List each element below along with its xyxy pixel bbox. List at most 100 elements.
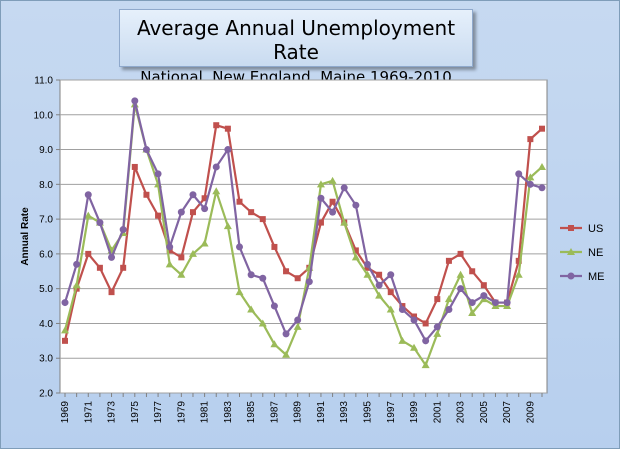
data-point [200, 239, 209, 247]
data-point [433, 329, 442, 337]
data-point [434, 296, 441, 303]
data-point [568, 225, 574, 231]
data-point [201, 195, 208, 202]
x-tick-label: 1983 [223, 401, 234, 424]
legend: US NE ME [560, 223, 605, 283]
data-point [271, 243, 278, 250]
data-point [375, 291, 384, 299]
data-point [305, 278, 313, 286]
x-tick-label: 1991 [316, 401, 327, 424]
data-point [189, 209, 196, 216]
data-point [456, 270, 465, 278]
series-layer [61, 97, 546, 369]
data-point [84, 211, 93, 219]
data-point [567, 272, 575, 280]
data-point [236, 198, 243, 205]
data-point [363, 260, 371, 268]
data-point [108, 289, 115, 296]
data-point [410, 343, 419, 351]
chart-title: Average Annual Unemployment Rate [136, 16, 456, 64]
data-point [143, 191, 150, 198]
legend-item-us: US [560, 223, 603, 235]
title-box: Average Annual Unemployment Rate Nationa… [119, 9, 473, 86]
data-point [386, 305, 395, 313]
x-tick-label: 1969 [60, 401, 71, 424]
x-tick-label: 1981 [200, 401, 211, 424]
data-point [421, 361, 430, 369]
data-point [445, 257, 452, 264]
data-point [480, 292, 488, 300]
data-point [247, 271, 255, 279]
y-tick-label: 6.0 [39, 249, 53, 260]
x-tick-label: 2009 [525, 401, 536, 424]
data-point [352, 247, 359, 254]
x-tick-label: 1997 [386, 401, 397, 424]
data-point [235, 288, 244, 296]
data-point [201, 205, 209, 213]
data-point [503, 299, 511, 307]
x-tick-label: 2007 [502, 401, 513, 424]
data-point [248, 209, 255, 216]
data-point [527, 136, 534, 143]
data-point [224, 146, 232, 154]
data-point [224, 125, 231, 132]
data-point [376, 271, 383, 278]
data-point [120, 264, 127, 271]
data-point [154, 170, 162, 178]
data-point [178, 254, 185, 261]
data-point [119, 226, 127, 234]
data-point [515, 170, 523, 178]
x-tick-label: 1995 [362, 401, 373, 424]
data-point [131, 97, 139, 105]
data-point [387, 289, 394, 296]
data-point [445, 306, 453, 314]
legend-item-ne: NE [560, 247, 603, 259]
data-point [282, 350, 291, 358]
data-point [270, 340, 279, 348]
data-point [283, 268, 290, 275]
data-point [457, 285, 465, 293]
data-point [84, 191, 92, 199]
data-point [189, 191, 197, 199]
x-tick-label: 2001 [432, 401, 443, 424]
data-point [363, 270, 372, 278]
data-point [328, 176, 337, 184]
data-point [293, 322, 302, 330]
data-point [96, 219, 104, 227]
data-point [223, 222, 232, 230]
data-point [188, 249, 197, 257]
data-point [212, 163, 220, 171]
data-point [85, 250, 92, 257]
data-point [538, 184, 546, 192]
y-tick-label: 10.0 [34, 110, 54, 121]
data-point [213, 122, 220, 129]
y-tick-label: 5.0 [39, 284, 53, 295]
data-point [375, 281, 383, 289]
x-tick-label: 1971 [83, 401, 94, 424]
data-point [398, 336, 407, 344]
data-point [422, 320, 429, 327]
x-tick-label: 1975 [130, 401, 141, 424]
data-point [398, 306, 406, 314]
legend-label: US [588, 223, 603, 235]
y-tick-label: 3.0 [39, 354, 53, 365]
data-point [457, 250, 464, 257]
data-point [387, 271, 395, 279]
data-point [316, 180, 325, 188]
data-point [317, 219, 324, 226]
data-point [515, 257, 522, 264]
data-point [491, 299, 499, 307]
data-point [480, 282, 487, 289]
data-point [61, 299, 69, 307]
data-point [329, 208, 337, 216]
axes: 2.0 3.0 4.0 5.0 6.0 7.0 8.0 9.0 10.0 11.0 1969 1971… [34, 76, 543, 424]
y-tick-label: 2.0 [39, 389, 53, 400]
x-tick-label: 1973 [107, 401, 118, 424]
data-point [526, 180, 534, 188]
x-tick-label: 2003 [456, 401, 467, 424]
data-point [165, 260, 174, 268]
legend-label: ME [588, 271, 605, 283]
data-point [236, 243, 244, 251]
y-tick-label: 11.0 [34, 76, 53, 87]
